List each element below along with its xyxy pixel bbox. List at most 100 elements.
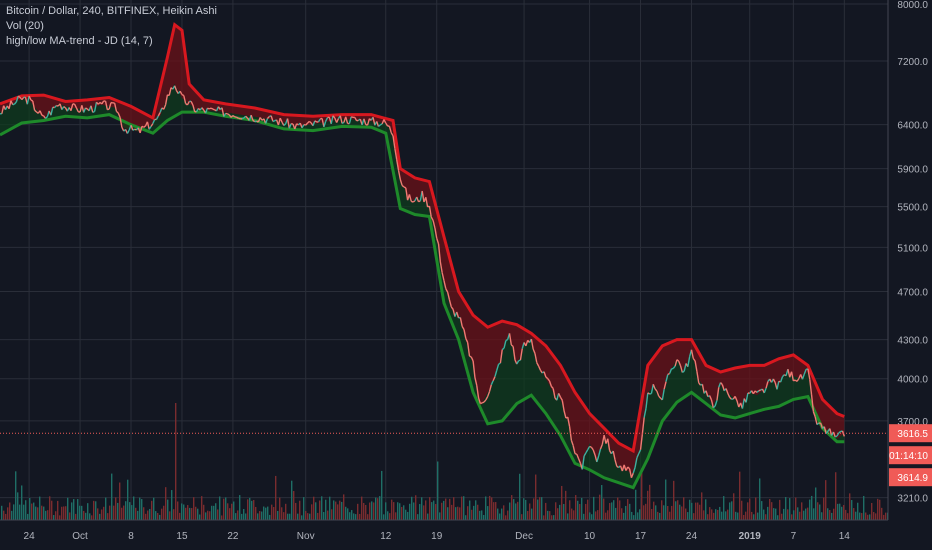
price-segment <box>607 438 611 451</box>
volume-bar <box>591 514 593 520</box>
volume-bar <box>773 508 775 520</box>
volume-bar <box>655 505 657 520</box>
volume-bar <box>529 503 531 520</box>
volume-bar <box>359 513 361 520</box>
price-segment <box>521 342 525 349</box>
volume-bar <box>681 506 683 520</box>
volume-bar <box>771 502 773 520</box>
volume-bar <box>883 514 885 520</box>
legend-main-series[interactable]: Bitcoin / Dollar, 240, BITFINEX, Heikin … <box>6 5 217 17</box>
volume-bar <box>733 493 735 520</box>
volume-bar <box>521 514 523 520</box>
price-segment <box>599 444 603 450</box>
price-segment <box>567 417 571 427</box>
price-segment <box>174 85 178 91</box>
volume-bar <box>437 461 439 520</box>
volume-bar <box>435 504 437 520</box>
price-segment <box>323 121 327 128</box>
volume-bar <box>81 505 83 520</box>
volume-bar <box>169 511 171 520</box>
volume-bar <box>753 514 755 520</box>
price-segment <box>519 348 523 361</box>
volume-bar <box>419 504 421 520</box>
volume-bar <box>53 515 55 520</box>
price-segment <box>250 114 254 121</box>
volume-bar <box>663 505 665 520</box>
volume-bar <box>551 515 553 520</box>
price-segment <box>286 118 291 129</box>
volume-bar <box>497 508 499 520</box>
volume-bar <box>107 513 109 520</box>
volume-bar <box>723 496 725 520</box>
volume-bar <box>813 508 815 520</box>
volume-bar <box>861 513 863 520</box>
volume-bar <box>277 510 279 520</box>
price-segment <box>672 365 676 369</box>
volume-bar <box>393 502 395 520</box>
volume-bar <box>647 490 649 520</box>
volume-bar <box>867 514 869 520</box>
price-segment <box>146 121 150 130</box>
price-segment <box>687 356 691 367</box>
price-segment <box>430 216 434 221</box>
price-segment <box>54 105 57 109</box>
volume-bar <box>345 506 347 520</box>
volume-bar <box>395 512 397 520</box>
volume-bar <box>837 503 839 520</box>
price-marker-bg <box>889 424 932 443</box>
price-segment <box>456 311 460 319</box>
price-segment <box>612 450 616 461</box>
x-tick-label: 17 <box>635 531 647 542</box>
volume-bar <box>291 480 293 520</box>
volume-bar <box>61 506 63 520</box>
price-segment <box>578 458 582 464</box>
volume-bar <box>109 505 111 520</box>
volume-bar <box>87 503 89 520</box>
volume-bar <box>493 502 495 520</box>
volume-bar <box>363 502 365 520</box>
volume-bar <box>123 505 125 520</box>
volume-bar <box>483 514 485 520</box>
volume-bar <box>599 494 601 520</box>
price-segment <box>512 346 516 360</box>
legend-indicator[interactable]: high/low MA-trend - JD (14, 7) <box>6 35 153 47</box>
volume-bar <box>219 496 221 520</box>
volume-bar <box>51 500 53 520</box>
volume-bar <box>145 513 147 520</box>
volume-bar <box>575 495 577 520</box>
volume-bar <box>465 515 467 520</box>
volume-bar <box>187 505 189 520</box>
time-axis-background <box>0 520 932 550</box>
price-segment <box>32 100 36 111</box>
volume-bar <box>167 499 169 520</box>
price-segment <box>603 435 607 444</box>
volume-bar <box>49 496 51 520</box>
volume-bar <box>487 506 489 520</box>
volume-bar <box>327 510 329 520</box>
volume-bar <box>313 496 315 520</box>
volume-bar <box>651 508 653 520</box>
price-segment <box>148 126 152 130</box>
volume-bar <box>29 497 31 520</box>
volume-bar <box>237 510 239 520</box>
price-segment <box>363 118 367 125</box>
volume-bar <box>747 502 749 520</box>
legend-volume[interactable]: Vol (20) <box>6 20 44 32</box>
price-segment <box>399 179 403 186</box>
volume-bar <box>467 506 469 520</box>
price-segment <box>656 390 660 397</box>
price-segment <box>652 383 656 390</box>
volume-bar <box>739 471 741 520</box>
volume-bar <box>365 504 367 520</box>
volume-bar <box>303 497 305 520</box>
price-segment <box>17 95 21 98</box>
price-segment <box>472 360 476 378</box>
price-segment <box>321 118 325 128</box>
price-segment <box>525 340 529 347</box>
price-segment <box>636 453 640 459</box>
volume-bar <box>351 510 353 520</box>
volume-bar <box>261 511 263 520</box>
price-segment <box>668 368 673 374</box>
